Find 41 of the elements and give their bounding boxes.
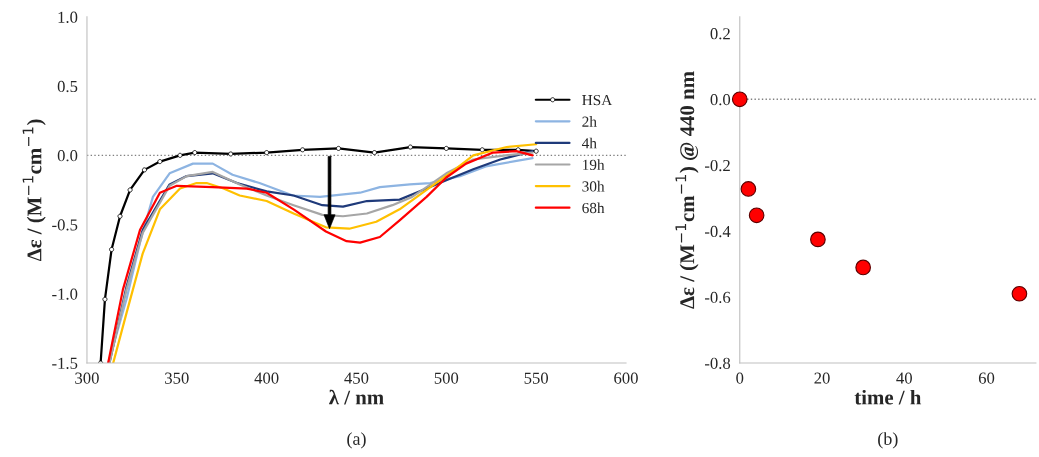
text: (a) [347, 432, 366, 449]
x-tick-label: 0 [736, 372, 744, 384]
x-tick-label: 350 [165, 372, 189, 384]
legend-label: 30h [582, 180, 605, 192]
x-tick-label: 400 [254, 372, 279, 384]
point [731, 91, 748, 108]
y-tick-label: -0.4 [704, 225, 731, 238]
x-tick-label: 40 [896, 372, 912, 384]
y-tick-label: -0.2 [704, 159, 730, 172]
point [855, 259, 871, 276]
y-tick-label: 0.5 [57, 80, 78, 93]
x-axis-title: time / h [854, 389, 922, 405]
legend-label: 19h [583, 159, 605, 171]
x-tick-label: 600 [614, 372, 638, 384]
y-tick-label: -0.8 [704, 357, 731, 370]
x-tick-label: 500 [434, 372, 459, 384]
y-tick-label: -1.0 [52, 288, 78, 300]
point [810, 231, 826, 248]
y-tick-label: 1.0 [58, 11, 78, 23]
legend-label: 68h [582, 202, 605, 214]
legend-label: 2h [582, 116, 597, 127]
x-tick-label: 550 [524, 372, 549, 384]
x-tick-label: 60 [978, 372, 995, 384]
x-tick-label: 20 [814, 372, 830, 384]
text: (b) [878, 432, 898, 449]
y-axis-title: Δε / (M$^{−1}$cm$^{−1}$) @ 440 nm [675, 71, 699, 309]
x-tick-label: 300 [75, 372, 99, 384]
point [748, 207, 765, 224]
y-tick-label: 0.2 [710, 28, 730, 40]
y-tick-label: -0.6 [704, 291, 731, 304]
point [740, 181, 757, 197]
x-tick-label: 450 [344, 372, 369, 384]
legend-label: HSA [582, 94, 613, 106]
y-axis-title: Δε / (M$^{−1}$cm$^{−1}$) [22, 119, 46, 262]
y-tick-label: -0.5 [52, 219, 78, 231]
y-tick-label: 0.0 [710, 94, 731, 106]
legend-label: 4h [581, 137, 597, 149]
y-tick-label: 0.0 [57, 150, 78, 162]
x-axis-title: λ / nm [329, 389, 384, 405]
point [1011, 285, 1028, 302]
y-tick-label: -1.5 [52, 357, 78, 370]
